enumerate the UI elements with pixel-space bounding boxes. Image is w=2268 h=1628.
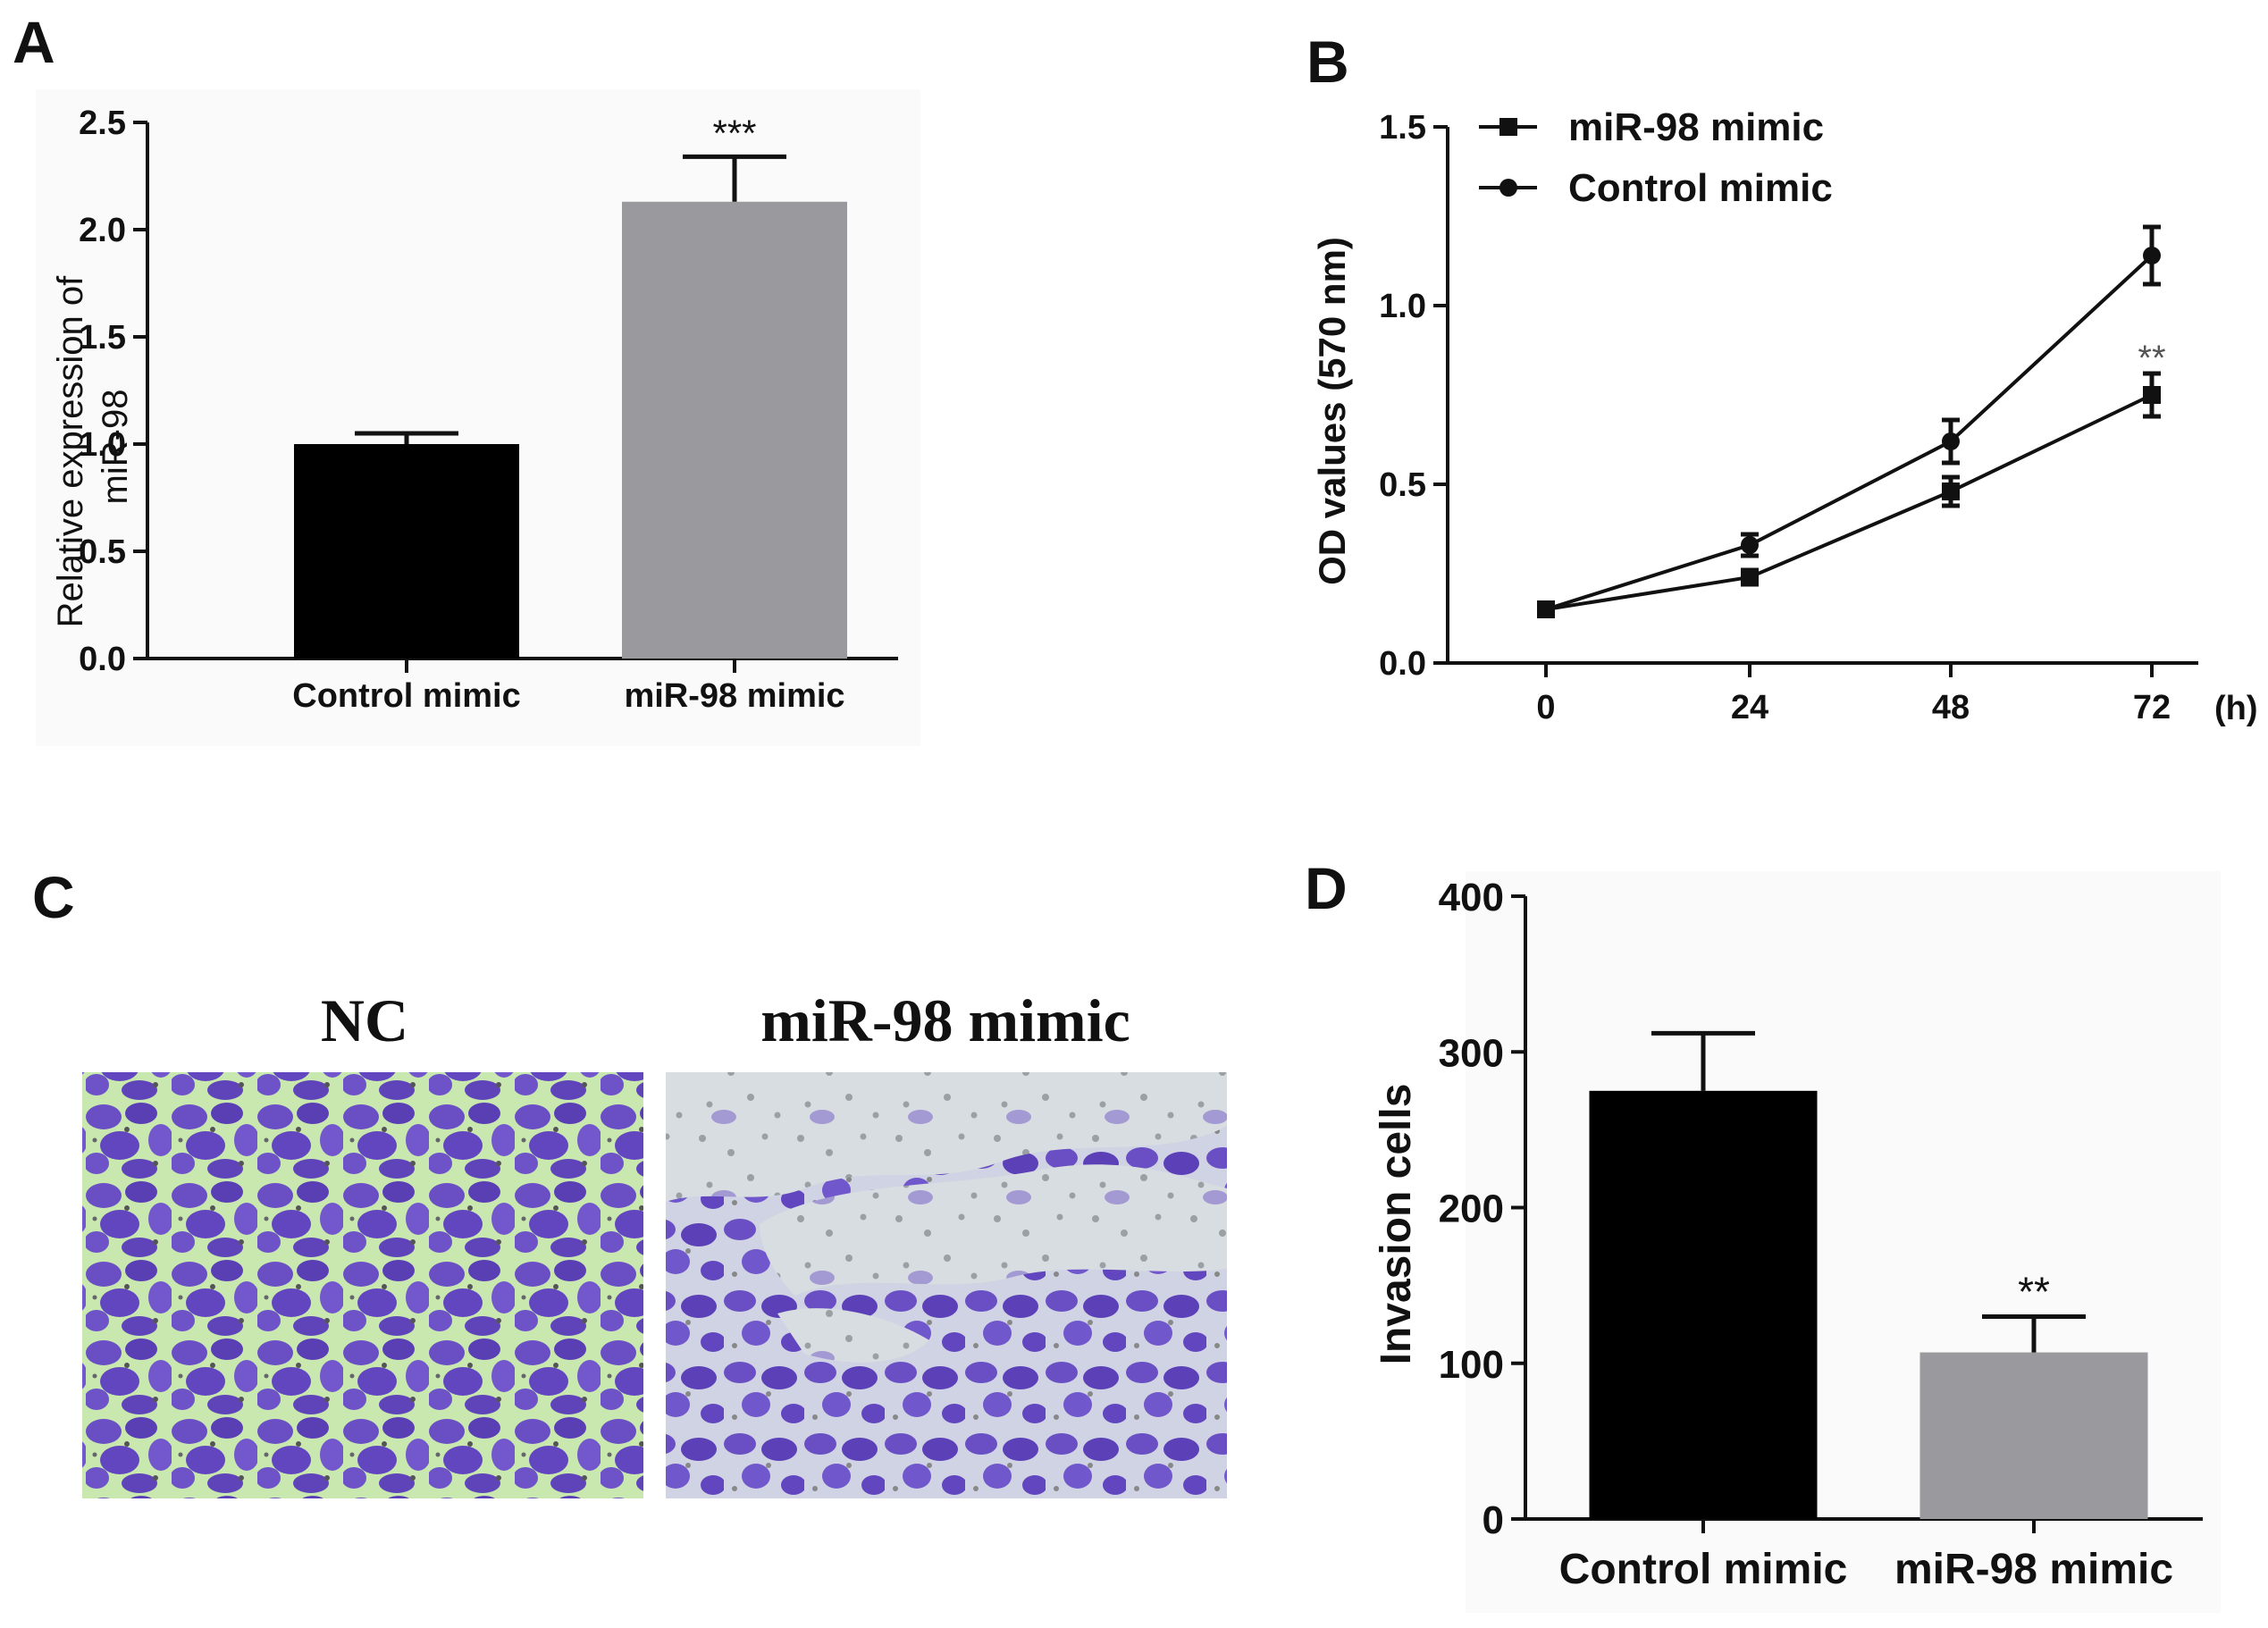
micrograph-nc-image (82, 1072, 643, 1498)
panel-d-significance: ** (2018, 1268, 2050, 1314)
panel-a-significance: *** (712, 112, 756, 154)
panel-d-bar (1919, 1352, 2148, 1519)
panel-b-ytick-label: 1.5 (1379, 109, 1426, 147)
micrograph-mimic-clear-patch (777, 1308, 929, 1363)
panel-d-bar (1589, 1090, 1818, 1519)
panel-b-ylabel: OD values (570 nm) (1311, 237, 1353, 585)
panel-label-d: D (1305, 855, 1348, 921)
panel-a-category-label: Control mimic (292, 677, 520, 715)
panel-a-ytick-label: 0.0 (79, 641, 126, 678)
panel-label-c: C (32, 864, 75, 930)
panel-b-ytick-label: 1.0 (1379, 288, 1426, 325)
panel-b-legend-marker-circle (1499, 179, 1517, 197)
panel-b-marker-circle (1741, 536, 1759, 554)
panel-b-marker-circle (1942, 432, 1960, 450)
panel-a-ytick-label: 0.5 (79, 533, 126, 571)
panel-b-marker-circle (2143, 247, 2161, 264)
panel-a-ylabel-line2: miR-98 (96, 390, 135, 505)
panel-a-ylabel-line1: Relative expression of (51, 275, 90, 627)
panel-d-ytick-label: 100 (1439, 1343, 1504, 1387)
panel-b-xtick-label: 48 (1932, 689, 1970, 726)
panel-b-marker-square (2143, 386, 2161, 404)
micrograph-mimic-title: miR-98 mimic (760, 986, 1130, 1054)
panel-a-bar-chart: Relative expression of miR-98 0.0 0.5 1.0 1… (36, 89, 920, 746)
panel-b-xtick-label: 72 (2133, 689, 2171, 726)
panel-b-marker-square (1741, 568, 1759, 586)
panel-b-significance: ** (2138, 339, 2165, 378)
panel-d-ylabel: Invasion cells (1373, 1084, 1420, 1365)
panel-d-category-label: Control mimic (1559, 1546, 1848, 1593)
panel-a-ytick-label: 1.0 (79, 426, 126, 464)
panel-a-category-label: miR-98 mimic (624, 677, 844, 715)
panel-label-b: B (1306, 29, 1349, 95)
panel-b-marker-square (1942, 483, 1960, 500)
panel-a-bar (294, 444, 519, 659)
panel-a-ytick-label: 2.0 (79, 212, 126, 249)
panel-b-legend-marker-square (1499, 118, 1517, 136)
panel-d-ytick-label: 0 (1483, 1498, 1504, 1542)
micrograph-mimic-clear-top (666, 1072, 1227, 1202)
panel-b-xtick-label: 24 (1731, 689, 1768, 726)
panel-label-a: A (13, 9, 55, 75)
micrograph-nc-title: NC (321, 986, 408, 1054)
micrograph-mimic-clear-band (760, 1164, 1227, 1296)
panel-b-legend-label: miR-98 mimic (1568, 105, 1824, 149)
panel-d-ytick-label: 400 (1439, 876, 1504, 919)
panel-b-x-unit: (h) (2214, 690, 2258, 727)
panel-b-marker-circle (1537, 600, 1555, 618)
panel-b-xtick-label: 0 (1536, 689, 1555, 726)
panel-a-bar (622, 201, 847, 659)
micrograph-mimic-image (666, 1072, 1227, 1498)
panel-b-series-line (1545, 393, 2153, 611)
panel-b-legend-label: Control mimic (1568, 166, 1833, 210)
panel-b-series-line (1545, 254, 2154, 611)
panel-b-line-chart: OD values (570 nm) (h) 0.0 0.5 1.0 1.5 0 24 48… (1311, 105, 2258, 727)
panel-a-ytick-label: 2.5 (79, 105, 126, 142)
panel-a-ylabel: Relative expression of miR-98 (51, 266, 135, 628)
panel-d-ytick-label: 300 (1439, 1031, 1504, 1075)
panel-b-ytick-label: 0.0 (1379, 645, 1426, 683)
panel-c-micrographs: NC miR-98 mimic (82, 986, 1227, 1498)
panel-b-ytick-label: 0.5 (1379, 466, 1426, 504)
panel-d-bar-chart: Invasion cells 0 100 200 300 400 Control mimi… (1373, 871, 2221, 1613)
panel-d-ytick-label: 200 (1439, 1187, 1504, 1231)
panel-d-category-label: miR-98 mimic (1894, 1546, 2173, 1593)
panel-a-ytick-label: 1.5 (79, 319, 126, 357)
